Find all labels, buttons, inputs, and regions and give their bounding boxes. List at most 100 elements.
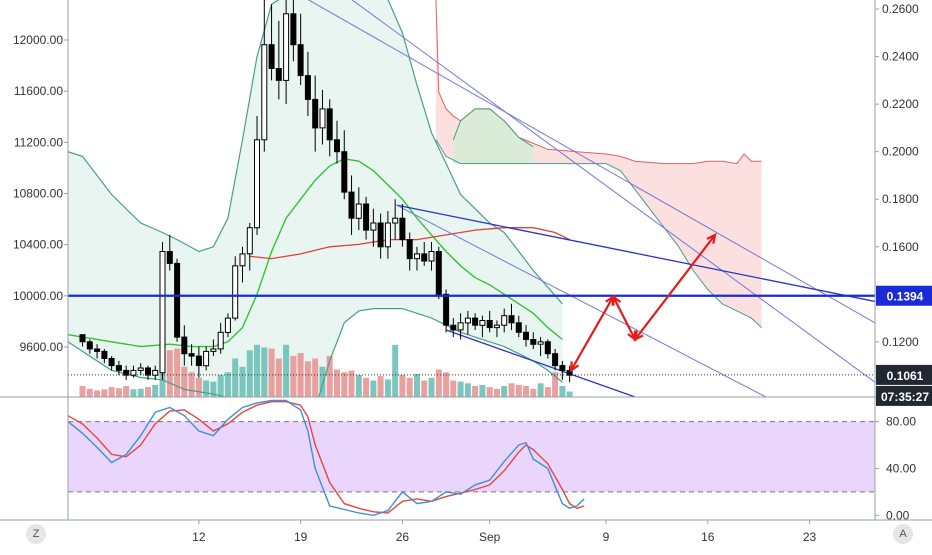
right-tick-label: 0.2400	[882, 50, 919, 64]
candle-body-down	[443, 293, 450, 326]
volume-bar	[268, 348, 275, 397]
left-tick-label: 12000.00	[13, 33, 63, 47]
projection-segment	[570, 296, 615, 371]
ichimoku-cloud	[435, 0, 762, 328]
candle-body-up	[224, 317, 231, 333]
candle-body-down	[326, 108, 333, 141]
candle-body-up	[254, 139, 260, 229]
volume-bar	[443, 372, 450, 397]
stoch-tick-label: 80.00	[886, 415, 916, 429]
arrowhead	[633, 330, 644, 342]
candle-body-down	[450, 324, 457, 331]
candle-body-up	[217, 331, 224, 350]
candle-body-down	[174, 262, 181, 338]
candle-body-up	[457, 322, 464, 331]
projection-segment	[634, 234, 716, 341]
candle-body-down	[188, 353, 195, 357]
volume-bar	[414, 373, 420, 397]
trendlines	[307, 0, 875, 397]
volume-bar	[145, 387, 151, 397]
volume-bar	[370, 380, 377, 397]
volume-bar	[566, 391, 573, 397]
candle-body-down	[312, 98, 319, 129]
volume-bar	[493, 388, 500, 397]
candle-body-up	[479, 320, 486, 326]
support-line	[68, 294, 875, 376]
candle-body-up	[370, 222, 377, 231]
zoom-button[interactable]: Z	[26, 524, 46, 544]
volume-bar	[501, 386, 508, 397]
bar-countdown-label: 07:35:27	[881, 390, 929, 404]
volume-bar	[341, 372, 348, 397]
candle-body-down	[166, 251, 173, 264]
candle-body-up	[501, 315, 508, 326]
volume-bar	[304, 361, 311, 397]
volume-bar	[392, 344, 399, 397]
candle-body-down	[304, 75, 311, 100]
candle-body-up	[203, 350, 210, 367]
volume-bar	[552, 372, 559, 397]
stoch-k-line	[67, 399, 585, 517]
candle-body-down	[123, 369, 130, 376]
volume-bar	[363, 377, 370, 397]
volume-bar	[239, 366, 246, 397]
volume-bar	[537, 383, 544, 397]
volume-bar	[275, 358, 282, 397]
candle-body-up	[392, 217, 399, 224]
candle-body-up	[414, 253, 420, 260]
volume-bar	[334, 369, 340, 397]
volume-bar	[515, 384, 522, 397]
volume-bar	[210, 381, 217, 397]
arrowhead	[612, 294, 622, 306]
candle-body-down	[275, 68, 282, 81]
time-tick-label: 26	[396, 530, 410, 544]
volume-bar	[399, 375, 406, 397]
candle-body-down	[472, 317, 479, 326]
bollinger-upper-line	[68, 0, 563, 305]
support-price-label: 0.1394	[887, 290, 924, 304]
volume-bar	[123, 386, 130, 397]
auto-scale-button-label: A	[899, 528, 907, 540]
candle-body-down	[268, 44, 275, 69]
candle-body-up	[464, 317, 471, 324]
volume-bar	[297, 353, 304, 397]
candle-body-down	[86, 341, 93, 350]
volume-bar	[457, 381, 464, 397]
candle-body-down	[195, 355, 202, 367]
candle-body-up	[159, 251, 166, 374]
volume-bar	[530, 388, 537, 397]
volume-bar	[86, 388, 93, 397]
left-tick-label: 10000.00	[13, 289, 63, 303]
volume-bar	[283, 344, 290, 397]
cloud-green-line	[452, 108, 534, 148]
candle-body-up	[319, 108, 326, 129]
volume-bar	[261, 347, 268, 397]
left-tick-label: 10800.00	[13, 187, 63, 201]
right-tick-label: 0.2200	[882, 97, 919, 111]
zoom-button-label: Z	[32, 528, 40, 540]
trendline	[396, 204, 875, 303]
volume-bar	[232, 358, 239, 397]
volume-bar	[450, 380, 457, 397]
stoch-tick-label: 0.00	[886, 508, 910, 522]
candle-body-down	[377, 222, 384, 248]
candle-body-down	[559, 365, 566, 371]
moving-average-line	[249, 227, 570, 260]
trendline	[396, 204, 767, 397]
volume-bar	[348, 370, 355, 397]
volume-bar	[101, 389, 108, 397]
candle-body-up	[283, 13, 290, 81]
auto-scale-button[interactable]: A	[893, 524, 913, 544]
volume-bar	[108, 387, 115, 397]
right-tick-label: 0.1200	[882, 335, 919, 349]
trendline	[445, 329, 636, 397]
volume-bar	[406, 377, 413, 397]
candle-body-up	[384, 222, 391, 248]
candle-body-down	[108, 358, 115, 367]
volume-bar	[181, 366, 188, 397]
volume-bar	[326, 355, 333, 397]
projection-arrow	[569, 232, 717, 373]
candle-body-up	[493, 324, 500, 329]
